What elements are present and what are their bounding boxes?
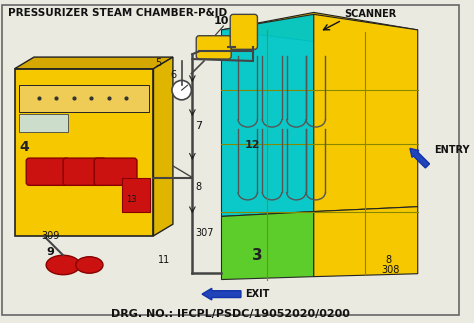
Text: EXIT: EXIT [245, 289, 269, 299]
FancyBboxPatch shape [63, 158, 106, 185]
Text: 6: 6 [170, 70, 176, 80]
Text: 3: 3 [252, 248, 263, 263]
FancyBboxPatch shape [230, 14, 257, 49]
Text: 12: 12 [245, 141, 260, 151]
Polygon shape [15, 57, 173, 69]
Text: 4: 4 [19, 140, 29, 154]
Text: 10: 10 [214, 16, 229, 26]
Polygon shape [314, 14, 418, 212]
FancyBboxPatch shape [94, 158, 137, 185]
Text: ENTRY: ENTRY [434, 145, 470, 155]
FancyArrow shape [410, 148, 429, 168]
Text: 11: 11 [158, 255, 171, 265]
Polygon shape [221, 14, 314, 216]
Text: 8: 8 [386, 255, 392, 265]
FancyBboxPatch shape [26, 158, 69, 185]
Text: 307: 307 [195, 228, 214, 238]
Polygon shape [15, 69, 154, 236]
Text: 9: 9 [46, 247, 55, 257]
Polygon shape [154, 57, 173, 236]
Text: 7: 7 [195, 121, 202, 131]
Text: 309: 309 [42, 231, 60, 241]
Polygon shape [221, 212, 314, 279]
Text: DRG. NO.: IFCPL/PSDC/19052020/0200: DRG. NO.: IFCPL/PSDC/19052020/0200 [111, 309, 350, 319]
Text: SCANNER: SCANNER [344, 9, 396, 19]
Text: 5: 5 [155, 58, 162, 68]
Ellipse shape [76, 257, 103, 273]
Text: 8: 8 [195, 182, 201, 192]
Polygon shape [221, 12, 418, 49]
Text: 308: 308 [382, 265, 400, 275]
Circle shape [172, 80, 191, 100]
FancyBboxPatch shape [196, 36, 231, 59]
Bar [19, 85, 149, 112]
Bar [19, 114, 68, 132]
Bar [122, 178, 150, 212]
Text: PRESSURIZER STEAM CHAMBER-P&ID: PRESSURIZER STEAM CHAMBER-P&ID [8, 7, 227, 17]
Ellipse shape [46, 255, 80, 275]
Text: 13: 13 [126, 195, 137, 204]
Polygon shape [314, 207, 418, 276]
FancyArrow shape [202, 288, 241, 300]
